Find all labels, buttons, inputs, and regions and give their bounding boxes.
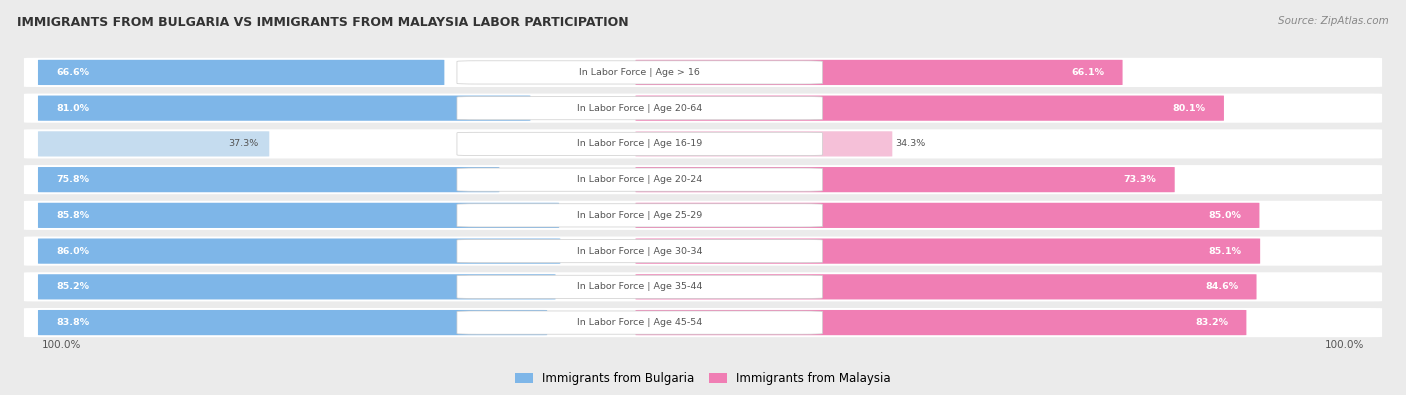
FancyBboxPatch shape xyxy=(24,94,1382,123)
FancyBboxPatch shape xyxy=(636,131,893,156)
Legend: Immigrants from Bulgaria, Immigrants from Malaysia: Immigrants from Bulgaria, Immigrants fro… xyxy=(510,367,896,390)
Text: 34.3%: 34.3% xyxy=(896,139,925,149)
FancyBboxPatch shape xyxy=(24,129,1382,158)
Text: In Labor Force | Age 35-44: In Labor Force | Age 35-44 xyxy=(576,282,703,292)
FancyBboxPatch shape xyxy=(457,168,823,191)
FancyBboxPatch shape xyxy=(24,237,1382,266)
Text: 84.6%: 84.6% xyxy=(1205,282,1239,292)
FancyBboxPatch shape xyxy=(636,239,1260,264)
FancyBboxPatch shape xyxy=(457,61,823,84)
Text: 85.8%: 85.8% xyxy=(56,211,90,220)
Text: 66.1%: 66.1% xyxy=(1071,68,1104,77)
Text: 66.6%: 66.6% xyxy=(56,68,89,77)
Text: In Labor Force | Age 20-24: In Labor Force | Age 20-24 xyxy=(576,175,703,184)
Text: In Labor Force | Age 25-29: In Labor Force | Age 25-29 xyxy=(576,211,703,220)
Text: 100.0%: 100.0% xyxy=(42,340,82,350)
FancyBboxPatch shape xyxy=(38,310,547,335)
FancyBboxPatch shape xyxy=(24,272,1382,301)
FancyBboxPatch shape xyxy=(38,167,499,192)
FancyBboxPatch shape xyxy=(38,239,561,264)
FancyBboxPatch shape xyxy=(38,131,270,156)
Text: In Labor Force | Age > 16: In Labor Force | Age > 16 xyxy=(579,68,700,77)
Text: In Labor Force | Age 45-54: In Labor Force | Age 45-54 xyxy=(576,318,703,327)
Text: Source: ZipAtlas.com: Source: ZipAtlas.com xyxy=(1278,16,1389,26)
FancyBboxPatch shape xyxy=(24,308,1382,337)
FancyBboxPatch shape xyxy=(636,167,1174,192)
Text: 85.0%: 85.0% xyxy=(1208,211,1241,220)
Text: 86.0%: 86.0% xyxy=(56,246,89,256)
FancyBboxPatch shape xyxy=(636,310,1246,335)
Text: In Labor Force | Age 20-64: In Labor Force | Age 20-64 xyxy=(576,103,703,113)
Text: 85.2%: 85.2% xyxy=(56,282,89,292)
Text: 37.3%: 37.3% xyxy=(228,139,259,149)
FancyBboxPatch shape xyxy=(38,203,560,228)
FancyBboxPatch shape xyxy=(457,96,823,120)
FancyBboxPatch shape xyxy=(636,274,1257,299)
Text: 81.0%: 81.0% xyxy=(56,103,89,113)
FancyBboxPatch shape xyxy=(24,165,1382,194)
Text: IMMIGRANTS FROM BULGARIA VS IMMIGRANTS FROM MALAYSIA LABOR PARTICIPATION: IMMIGRANTS FROM BULGARIA VS IMMIGRANTS F… xyxy=(17,16,628,29)
Text: 75.8%: 75.8% xyxy=(56,175,89,184)
FancyBboxPatch shape xyxy=(38,60,444,85)
Text: 83.2%: 83.2% xyxy=(1195,318,1227,327)
Text: In Labor Force | Age 30-34: In Labor Force | Age 30-34 xyxy=(576,246,703,256)
FancyBboxPatch shape xyxy=(24,58,1382,87)
FancyBboxPatch shape xyxy=(24,201,1382,230)
FancyBboxPatch shape xyxy=(38,274,555,299)
Text: 83.8%: 83.8% xyxy=(56,318,90,327)
Text: In Labor Force | Age 16-19: In Labor Force | Age 16-19 xyxy=(576,139,703,149)
FancyBboxPatch shape xyxy=(457,239,823,263)
FancyBboxPatch shape xyxy=(636,96,1225,121)
Text: 80.1%: 80.1% xyxy=(1173,103,1206,113)
FancyBboxPatch shape xyxy=(636,203,1260,228)
Text: 85.1%: 85.1% xyxy=(1209,246,1241,256)
FancyBboxPatch shape xyxy=(457,204,823,227)
FancyBboxPatch shape xyxy=(636,60,1122,85)
FancyBboxPatch shape xyxy=(457,311,823,334)
FancyBboxPatch shape xyxy=(38,96,530,121)
Text: 100.0%: 100.0% xyxy=(1324,340,1364,350)
Text: 73.3%: 73.3% xyxy=(1123,175,1156,184)
FancyBboxPatch shape xyxy=(457,132,823,156)
FancyBboxPatch shape xyxy=(457,275,823,299)
